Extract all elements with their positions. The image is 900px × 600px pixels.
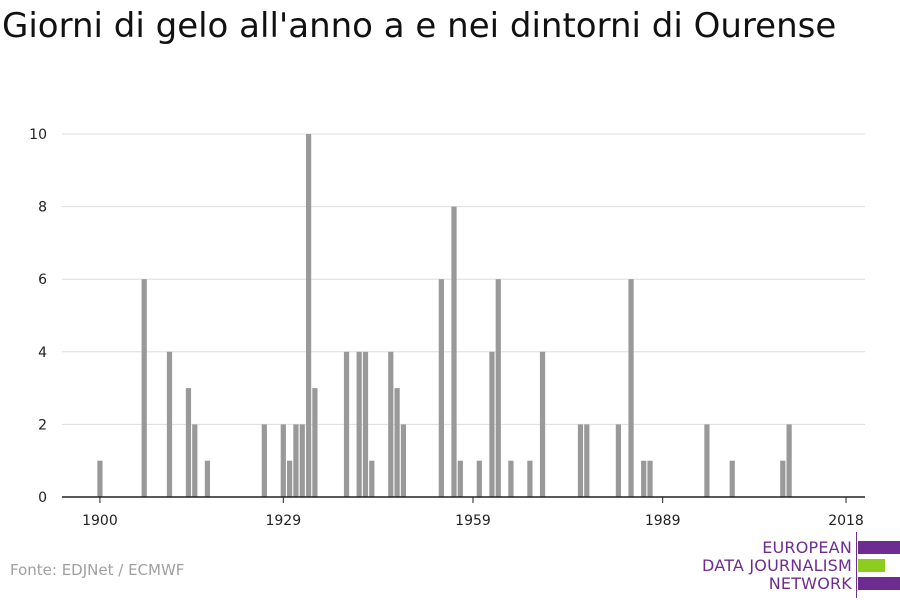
logo-line-network: NETWORK <box>768 574 852 593</box>
bar-1933 <box>305 134 312 497</box>
bar-1963 <box>495 279 501 497</box>
bar-1932 <box>299 424 305 497</box>
source-note: Fonte: EDJNet / ECMWF <box>10 561 185 579</box>
bar-2008 <box>780 460 786 497</box>
logo-bar-purple-bottom <box>858 577 900 590</box>
bar-1970 <box>539 351 546 497</box>
x-tick-label: 1959 <box>455 513 491 529</box>
bar-1957 <box>457 460 463 497</box>
edjnet-logo: EUROPEAN DATA JOURNALISM NETWORK <box>700 532 900 598</box>
bar-1962 <box>489 351 495 497</box>
y-tick-label: 6 <box>38 272 47 288</box>
logo-bar-purple-top <box>858 541 900 554</box>
bar-1900 <box>97 460 103 497</box>
y-tick-label: 4 <box>38 345 47 361</box>
y-tick-label: 2 <box>38 417 47 433</box>
gridlines <box>62 133 865 425</box>
logo-divider <box>856 532 857 598</box>
y-tick-label: 10 <box>29 127 47 143</box>
bar-1907 <box>141 279 147 497</box>
y-tick-label: 8 <box>38 200 47 216</box>
bar-1914 <box>185 388 192 497</box>
chart-title: Giorni di gelo all'anno a e nei dintorni… <box>2 6 837 46</box>
bar-1939 <box>343 351 350 497</box>
bar-1976 <box>577 424 584 497</box>
bar-1977 <box>584 424 590 497</box>
y-tick-label: 0 <box>38 490 47 506</box>
x-tick-label: 2018 <box>828 513 864 529</box>
bar-1943 <box>369 460 375 497</box>
logo-bar-green <box>858 559 885 572</box>
bar-1947 <box>394 388 400 497</box>
bar-1987 <box>647 460 653 497</box>
bar-2000 <box>729 460 735 497</box>
bar-1930 <box>287 460 293 497</box>
bar-1954 <box>438 279 444 497</box>
x-tick-label: 1900 <box>82 513 118 529</box>
x-tick-label: 1929 <box>265 513 301 529</box>
logo-line-data-journalism: DATA JOURNALISM <box>702 556 852 575</box>
x-tick-label: 1989 <box>645 513 681 529</box>
bar-1948 <box>400 424 407 497</box>
bar-1934 <box>312 388 318 497</box>
bar-1986 <box>641 460 647 497</box>
bar-1968 <box>527 460 533 497</box>
bar-1911 <box>166 351 173 497</box>
bar-1984 <box>628 279 634 497</box>
bar-1946 <box>388 351 394 497</box>
bar-1960 <box>476 460 482 497</box>
bar-1941 <box>356 351 362 497</box>
bar-1942 <box>362 351 369 497</box>
bar-2009 <box>786 424 792 497</box>
bar-1931 <box>293 424 299 497</box>
bar-1926 <box>261 424 267 497</box>
bar-1956 <box>451 206 457 497</box>
bar-1982 <box>615 424 622 497</box>
bar-1929 <box>280 424 286 497</box>
axes: 0 2 4 6 8 10 1900 1929 1959 1989 2018 <box>29 127 865 529</box>
bar-1915 <box>192 424 198 497</box>
bar-1996 <box>704 424 710 497</box>
bar-1965 <box>508 460 514 497</box>
bar-1917 <box>204 460 211 497</box>
bars <box>97 134 792 497</box>
logo-line-european: EUROPEAN <box>762 538 852 557</box>
